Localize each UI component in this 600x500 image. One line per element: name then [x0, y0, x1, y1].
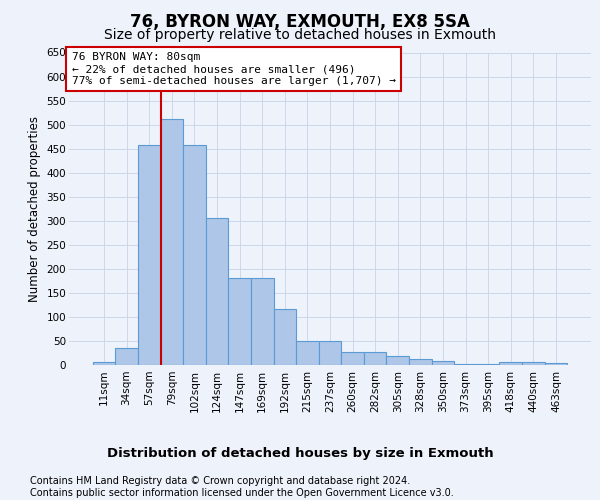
Bar: [341, 352, 364, 365]
Bar: [115, 348, 138, 365]
Bar: [477, 364, 499, 365]
Bar: [183, 146, 206, 365]
Bar: [138, 146, 161, 365]
Bar: [454, 364, 477, 365]
Text: Size of property relative to detached houses in Exmouth: Size of property relative to detached ho…: [104, 28, 496, 42]
Bar: [364, 352, 386, 365]
Bar: [319, 341, 341, 365]
Bar: [93, 362, 115, 365]
Bar: [161, 119, 183, 365]
Text: Distribution of detached houses by size in Exmouth: Distribution of detached houses by size …: [107, 448, 493, 460]
Bar: [522, 362, 545, 365]
Text: Contains public sector information licensed under the Open Government Licence v3: Contains public sector information licen…: [30, 488, 454, 498]
Bar: [409, 359, 431, 365]
Bar: [274, 308, 296, 365]
Y-axis label: Number of detached properties: Number of detached properties: [28, 116, 41, 302]
Bar: [386, 356, 409, 365]
Bar: [545, 363, 567, 365]
Bar: [296, 341, 319, 365]
Bar: [229, 278, 251, 365]
Text: Contains HM Land Registry data © Crown copyright and database right 2024.: Contains HM Land Registry data © Crown c…: [30, 476, 410, 486]
Text: 76 BYRON WAY: 80sqm
← 22% of detached houses are smaller (496)
77% of semi-detac: 76 BYRON WAY: 80sqm ← 22% of detached ho…: [71, 52, 395, 86]
Bar: [206, 218, 229, 365]
Bar: [431, 360, 454, 365]
Bar: [499, 362, 522, 365]
Bar: [251, 278, 274, 365]
Text: 76, BYRON WAY, EXMOUTH, EX8 5SA: 76, BYRON WAY, EXMOUTH, EX8 5SA: [130, 12, 470, 30]
